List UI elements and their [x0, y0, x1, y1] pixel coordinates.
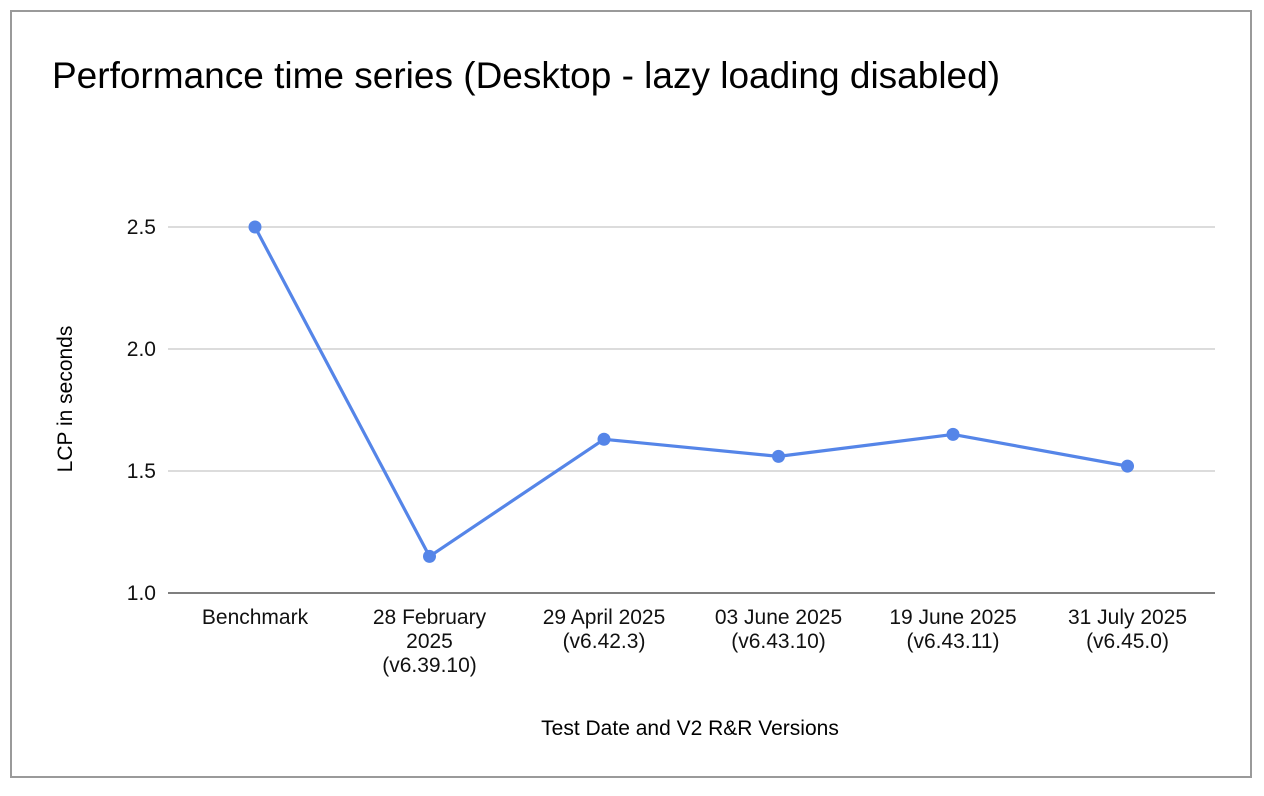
y-axis-ticks: 1.0 1.5 2.0 2.5 — [127, 216, 156, 605]
data-point — [946, 427, 960, 441]
data-point — [423, 549, 436, 563]
data-point — [597, 432, 611, 446]
series-points — [248, 220, 1134, 563]
y-tick-label: 1.5 — [127, 460, 156, 483]
x-tick-label: 31 July 2025 (v6.45.0) — [1068, 606, 1187, 653]
chart-title: Performance time series (Desktop - lazy … — [52, 55, 1000, 96]
x-tick-label: 28 February 2025 (v6.39.10) — [373, 606, 487, 677]
x-tick-label: 03 June 2025 (v6.43.10) — [715, 606, 842, 653]
x-axis-title: Test Date and V2 R&R Versions — [541, 717, 839, 740]
data-point — [1121, 459, 1134, 473]
x-tick-label: Benchmark — [202, 606, 309, 629]
data-point — [248, 220, 262, 234]
chart-frame — [10, 10, 1252, 778]
data-point — [772, 449, 785, 463]
y-tick-label: 2.5 — [127, 216, 156, 239]
gridlines — [168, 226, 1215, 594]
y-tick-label: 2.0 — [127, 338, 156, 361]
series-lines — [253, 225, 1130, 559]
x-axis-category-labels: Benchmark 28 February 2025 (v6.39.10) 29 Apr… — [202, 606, 1187, 677]
y-tick-label: 1.0 — [127, 582, 156, 605]
y-axis-title: LCP in seconds — [54, 326, 77, 473]
x-tick-label: 29 April 2025 (v6.42.3) — [543, 606, 666, 653]
series-line — [253, 225, 1130, 559]
x-tick-label: 19 June 2025 (v6.43.11) — [889, 606, 1016, 653]
